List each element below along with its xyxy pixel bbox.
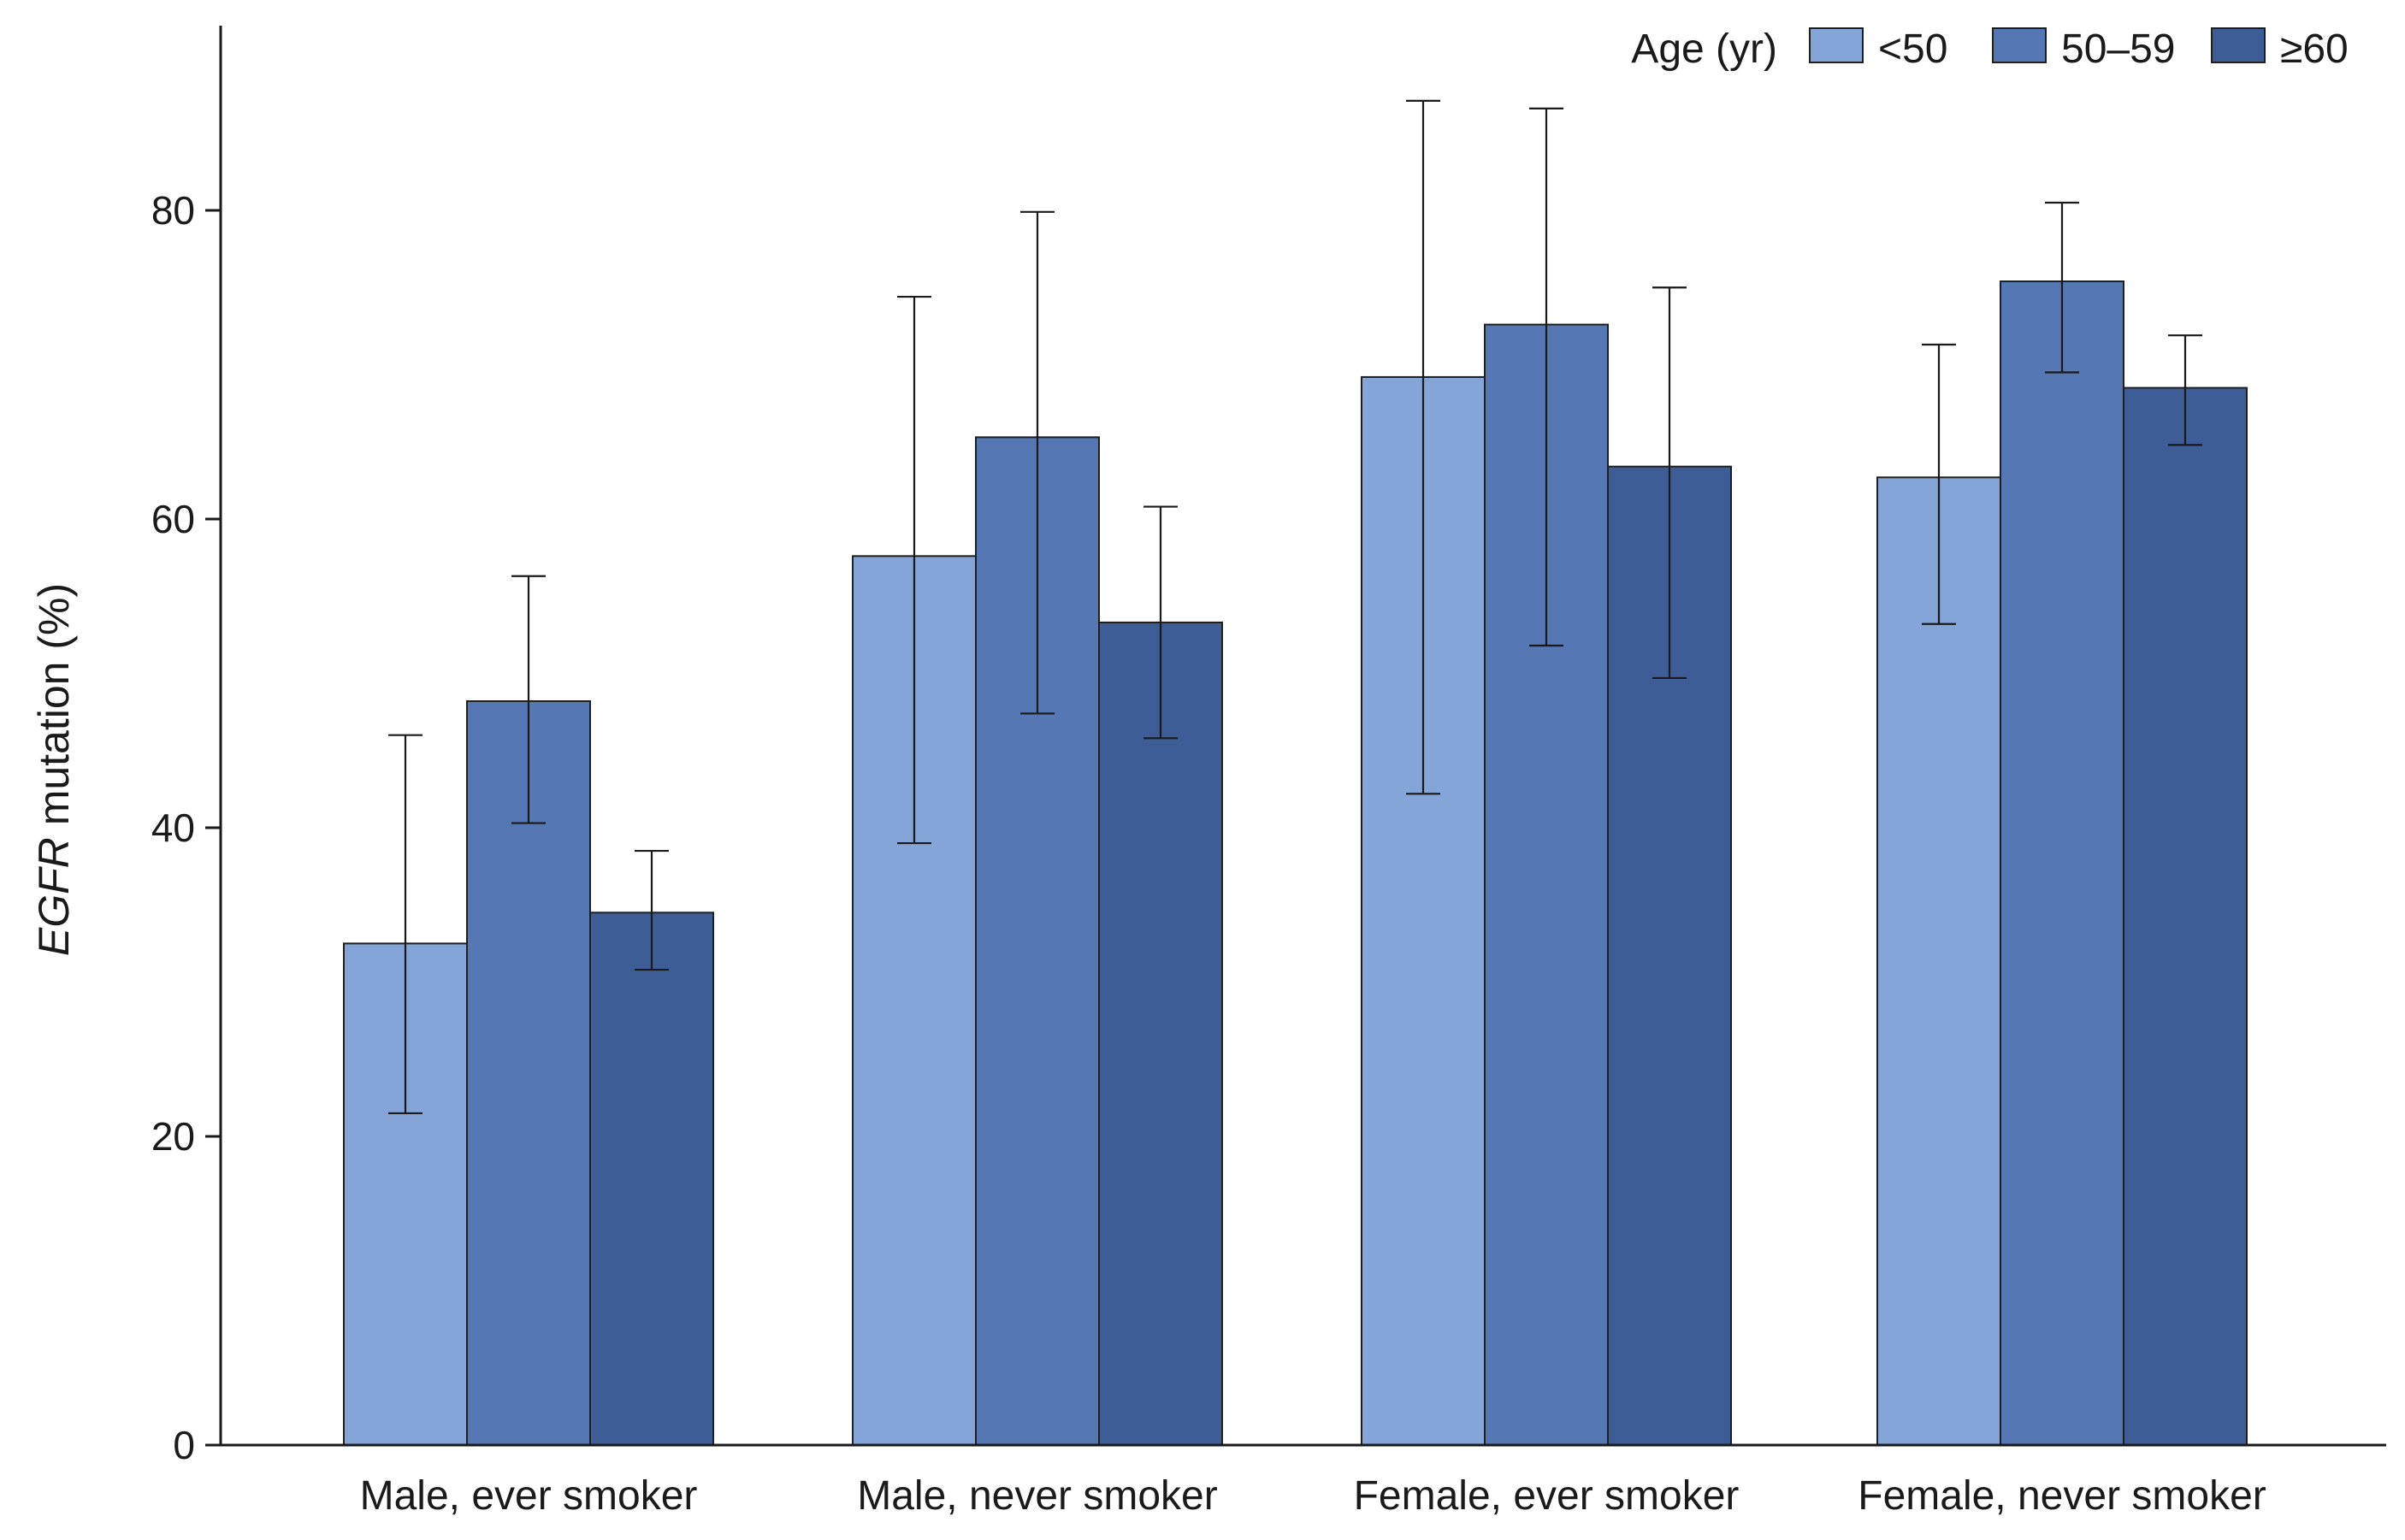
y-axis-label-rest: mutation (%) [30,583,78,837]
legend-title: Age (yr) [1631,27,1777,72]
legend-swatch [1809,27,1864,63]
y-tick-label: 20 [151,1114,195,1159]
category-label: Female, ever smoker [1354,1473,1740,1519]
y-axis-label: EGFR mutation (%) [30,583,78,956]
legend-label: 50–59 [2061,27,2175,72]
error-bars-layer [388,99,2202,1115]
y-tick-label: 0 [173,1423,195,1467]
bar [589,912,714,1446]
axes-layer [219,26,2386,1447]
bar [1876,476,2001,1446]
legend-items: <50 50–59 ≥60 [1809,27,2349,72]
category-label: Male, never smoker [857,1473,1217,1519]
legend: Age (yr) <50 50–59 ≥60 [1631,27,2348,72]
y-tick-label: 40 [151,805,195,850]
bar [466,699,591,1446]
bars-layer [343,280,2248,1447]
legend-label: <50 [1878,27,1947,72]
bar [1098,621,1223,1446]
legend-swatch [2211,27,2266,63]
y-axis-label-italic: EGFR [30,837,78,956]
bar [2123,386,2248,1447]
category-label: Female, never smoker [1858,1473,2266,1519]
category-labels-layer: Male, ever smoker Male, never smoker Femal… [360,1473,2266,1519]
bar [2000,280,2124,1446]
y-tick-label: 80 [151,188,195,233]
legend-swatch [1992,27,2047,63]
category-label: Male, ever smoker [360,1473,698,1519]
legend-label: ≥60 [2280,27,2349,72]
y-tick-label: 60 [151,497,195,541]
y-ticks-layer: 0 20 40 60 80 [151,188,221,1467]
